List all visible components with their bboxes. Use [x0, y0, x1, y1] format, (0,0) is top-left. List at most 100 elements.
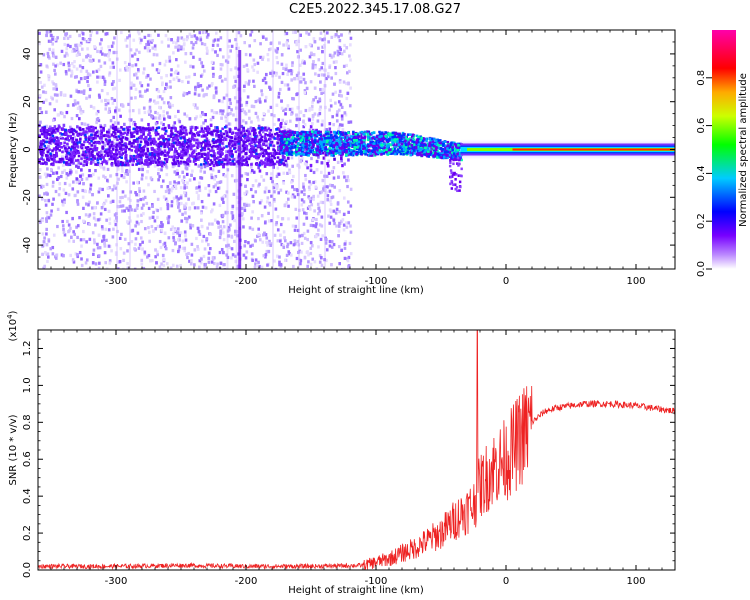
heatmap-cell: [204, 142, 207, 147]
heatmap-cell: [233, 139, 237, 143]
heatmap-cell: [196, 106, 199, 110]
heatmap-cell: [64, 128, 68, 132]
heatmap-cell: [256, 234, 259, 238]
heatmap-cell: [258, 100, 262, 104]
heatmap-cell: [98, 187, 102, 191]
heatmap-cell: [125, 44, 129, 48]
heatmap-cell: [73, 60, 76, 64]
heatmap-cell: [110, 44, 114, 48]
heatmap-cell: [133, 145, 136, 149]
heatmap-cell: [91, 261, 95, 265]
heatmap-cell: [249, 126, 253, 130]
heatmap-cell: [223, 136, 226, 140]
heatmap-cell: [38, 161, 41, 164]
heatmap-cell: [272, 185, 276, 190]
heatmap-cell: [234, 132, 238, 135]
heatmap-cell: [242, 149, 245, 153]
heatmap-cell: [262, 55, 265, 59]
heatmap-cell: [112, 65, 115, 69]
heatmap-cell: [188, 178, 192, 182]
heatmap-cell: [38, 106, 42, 111]
heatmap-cell: [378, 138, 381, 142]
heatmap-cell: [165, 262, 169, 266]
heatmap-cell: [261, 130, 265, 134]
heatmap-cell: [258, 169, 262, 173]
heatmap-cell: [305, 211, 308, 216]
heatmap-cell: [291, 185, 294, 189]
heatmap-cell: [151, 128, 155, 132]
heatmap-cell: [96, 157, 100, 160]
heatmap-cell: [68, 146, 71, 150]
heatmap-cell: [152, 52, 156, 57]
heatmap-cell: [130, 208, 133, 212]
heatmap-cell: [182, 160, 186, 164]
heatmap-cell: [192, 103, 196, 107]
heatmap-cell: [193, 103, 197, 107]
heatmap-cell: [291, 193, 295, 197]
heatmap-cell: [347, 265, 350, 269]
heatmap-cell: [292, 264, 295, 269]
heatmap-cell: [229, 146, 232, 150]
heatmap-cell: [293, 77, 296, 81]
heatmap-cell: [96, 80, 99, 84]
heatmap-cell: [96, 158, 100, 162]
heatmap-cell: [122, 163, 126, 167]
heatmap-cell: [104, 261, 107, 265]
heatmap-cell: [333, 148, 337, 152]
heatmap-cell: [287, 69, 291, 73]
heatmap-cell: [253, 131, 256, 134]
heatmap-cell: [76, 202, 80, 206]
heatmap-cell: [249, 187, 253, 192]
heatmap-cell: [214, 86, 218, 90]
heatmap-cell: [210, 210, 213, 214]
heatmap-cell: [108, 140, 111, 144]
heatmap-cell: [70, 235, 73, 239]
heatmap-cell: [138, 161, 142, 165]
heatmap-cell: [210, 109, 214, 113]
heatmap-cell: [106, 101, 110, 105]
heatmap-cell: [48, 133, 52, 137]
heatmap-cell: [79, 107, 83, 111]
heatmap-cell: [41, 232, 45, 236]
heatmap-cell: [43, 126, 46, 130]
heatmap-cell: [171, 225, 175, 229]
heatmap-cell: [61, 137, 64, 140]
heatmap-cell: [39, 162, 43, 165]
heatmap-cell: [259, 55, 262, 59]
heatmap-cell: [112, 80, 115, 84]
heatmap-cell: [38, 93, 42, 98]
heatmap-cell: [46, 51, 50, 56]
heatmap-cell: [345, 221, 348, 225]
heatmap-cell: [319, 138, 323, 142]
heatmap-cell: [247, 130, 251, 134]
heatmap-cell: [124, 172, 127, 176]
heatmap-cell: [49, 139, 53, 143]
heatmap-cell: [157, 152, 160, 156]
heatmap-cell: [157, 167, 160, 172]
heatmap-cell: [156, 250, 159, 254]
heatmap-cell: [175, 76, 179, 80]
heatmap-cell: [151, 153, 154, 157]
heatmap-cell: [80, 122, 84, 126]
heatmap-cell: [264, 72, 268, 77]
heatmap-cell: [322, 90, 325, 95]
heatmap-cell: [133, 130, 137, 134]
heatmap-cell: [148, 153, 152, 156]
heatmap-cell: [99, 123, 102, 128]
heatmap-cell: [42, 139, 45, 142]
heatmap-cell: [201, 72, 204, 77]
heatmap-cell: [209, 123, 213, 127]
heatmap-cell: [256, 138, 260, 142]
heatmap-cell: [220, 150, 223, 154]
heatmap-cell: [300, 241, 304, 246]
heatmap-cell: [338, 39, 342, 43]
heatmap-cell: [325, 258, 328, 263]
heatmap-cell: [66, 103, 70, 108]
heatmap-cell: [315, 267, 319, 269]
heatmap-cell: [195, 190, 199, 195]
heatmap-cell: [90, 160, 93, 164]
heatmap-cell: [61, 170, 64, 175]
heatmap-cell: [214, 189, 218, 194]
heatmap-cell: [158, 174, 161, 179]
heatmap-cell: [80, 168, 83, 172]
